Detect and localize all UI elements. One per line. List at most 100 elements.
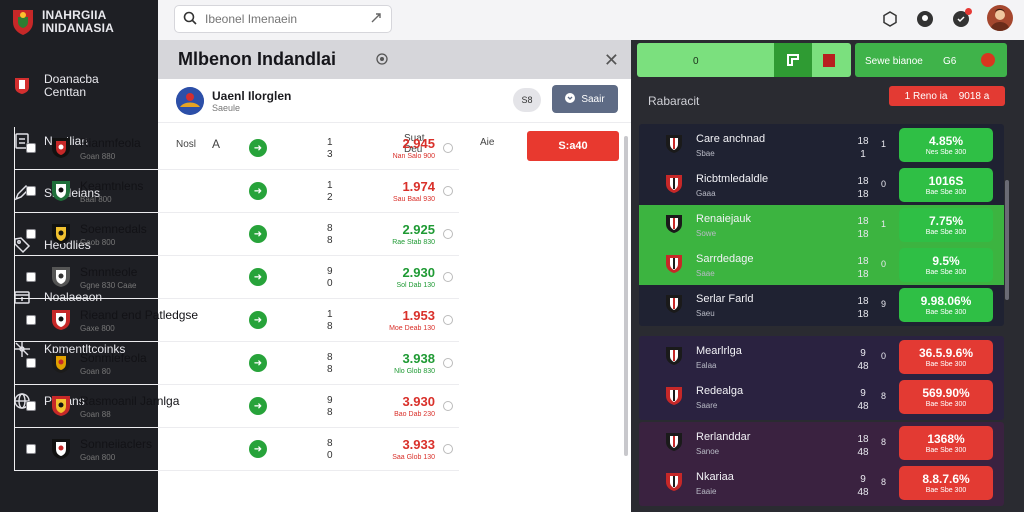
odds-sub: Bao Dab 230: [394, 411, 435, 418]
count-chip[interactable]: S8: [513, 88, 541, 112]
odds-row[interactable]: Redealga Saare 9 48 8 569.90% Bae Sbe 300: [639, 377, 1004, 417]
row-radio[interactable]: [443, 143, 453, 153]
row-radio[interactable]: [443, 186, 453, 196]
col-header-sort[interactable]: A: [212, 137, 221, 151]
odds-button[interactable]: 7.75% Bae Sbe 300: [899, 208, 993, 242]
odds-value[interactable]: 3.933: [402, 437, 435, 452]
clear-search-icon[interactable]: [369, 11, 383, 28]
team-meta: Gaxe 800: [80, 324, 115, 333]
help-icon[interactable]: [914, 8, 936, 30]
odds-button[interactable]: 9.98.06% Bae Sbe 300: [899, 288, 993, 322]
play-icon[interactable]: ➜: [249, 311, 267, 329]
row-checkbox[interactable]: [26, 358, 36, 368]
play-icon[interactable]: ➜: [249, 268, 267, 286]
score-away: 48: [857, 361, 869, 372]
row-radio[interactable]: [443, 358, 453, 368]
search-input[interactable]: [205, 12, 361, 26]
search-box[interactable]: [174, 5, 392, 33]
odds-value: 9.5%: [932, 254, 960, 268]
row-checkbox[interactable]: [26, 444, 36, 454]
stake-label: Sewe bianoe: [865, 56, 923, 67]
play-icon[interactable]: ➜: [249, 139, 267, 157]
count-cell: 0: [881, 351, 887, 361]
play-icon[interactable]: ➜: [249, 397, 267, 415]
row-radio[interactable]: [443, 444, 453, 454]
team-name: Smnnteole: [80, 265, 138, 279]
notifications-icon[interactable]: [950, 8, 972, 30]
action-button[interactable]: Saair: [552, 85, 618, 113]
odds-value[interactable]: 1.953: [402, 308, 435, 323]
score-away: 2: [327, 192, 333, 203]
team-meta: Ggne 830 Caae: [80, 281, 137, 290]
odds-row[interactable]: Ricbtmledaldle Gaaa 18 18 0 1016S Bae Sbe…: [639, 165, 1004, 205]
scrollbar[interactable]: [1005, 180, 1009, 300]
odds-button[interactable]: 1016S Bae Sbe 300: [899, 168, 993, 202]
sidebar-item-noalaeaon[interactable]: Noalaeaon: [12, 279, 152, 315]
row-checkbox[interactable]: [26, 272, 36, 282]
odds-button[interactable]: 9.5% Bae Sbe 300: [899, 248, 993, 282]
row-checkbox[interactable]: [26, 186, 36, 196]
col-header-start[interactable]: Suat Deu: [404, 133, 425, 155]
row-checkbox[interactable]: [26, 143, 36, 153]
odds-row[interactable]: Care anchnad Sbae 18 1 1 4.85% Nes Sbe 30…: [639, 125, 1004, 165]
row-checkbox[interactable]: [26, 315, 36, 325]
settings-icon[interactable]: [879, 8, 901, 30]
odds-value[interactable]: 3.930: [402, 394, 435, 409]
team-crest-icon: [52, 353, 70, 373]
filter-pill[interactable]: 1 Reno ia 9018 a: [889, 86, 1005, 106]
odds-value[interactable]: 2.925: [402, 222, 435, 237]
pin-icon[interactable]: [376, 52, 388, 70]
stake-selector[interactable]: Sewe bianoe G6: [855, 43, 1007, 77]
row-checkbox[interactable]: [26, 229, 36, 239]
odds-button[interactable]: 4.85% Nes Sbe 300: [899, 128, 993, 162]
odds-value[interactable]: 2.945: [402, 136, 435, 151]
odds-row[interactable]: Sarrdedage Saae 18 18 0 9.5% Bae Sbe 300: [639, 245, 1004, 285]
team-meta: Saae: [696, 269, 715, 278]
user-avatar[interactable]: [987, 5, 1013, 31]
score-away: 0: [327, 450, 333, 461]
odds-row[interactable]: Serlar Farld Saeu 18 18 9 9.98.06% Bae Sb…: [639, 285, 1004, 325]
odds-header-button[interactable]: S:a40: [527, 131, 619, 161]
sidebar-item-dashboard[interactable]: Doanacba Centtan: [12, 68, 152, 104]
col-header-name[interactable]: Nosl: [176, 139, 197, 150]
odds-row[interactable]: Nkariaa Eaaie 9 48 8 8.8.7.6% Bae Sbe 300: [639, 463, 1004, 503]
odds-value[interactable]: 2.930: [402, 265, 435, 280]
score-home: 9: [327, 266, 333, 277]
play-icon[interactable]: ➜: [249, 440, 267, 458]
scrollbar[interactable]: [624, 136, 628, 456]
row-radio[interactable]: [443, 401, 453, 411]
play-icon[interactable]: ➜: [249, 354, 267, 372]
app-logo[interactable]: INAHRGIIA INIDANASIA: [10, 6, 150, 38]
odds-button[interactable]: 36.5.9.6% Bae Sbe 300: [899, 340, 993, 374]
odds-button[interactable]: 1368% Bae Sbe 300: [899, 426, 993, 460]
col-header-score[interactable]: Aie: [480, 137, 495, 148]
row-checkbox[interactable]: [26, 401, 36, 411]
odds-value[interactable]: 3.938: [402, 351, 435, 366]
close-icon[interactable]: ✕: [603, 50, 619, 70]
row-radio[interactable]: [443, 272, 453, 282]
user-name: Uaenl Ilorglen: [212, 88, 292, 103]
odds-row[interactable]: Renaiejauk Sowe 18 18 1 7.75% Bae Sbe 300: [639, 205, 1004, 245]
odds-button[interactable]: 569.90% Bae Sbe 300: [899, 380, 993, 414]
odds-button[interactable]: 8.8.7.6% Bae Sbe 300: [899, 466, 993, 500]
play-icon[interactable]: ➜: [249, 182, 267, 200]
odds-row[interactable]: Rerlanddar Sanoe 18 48 8 1368% Bae Sbe 30…: [639, 423, 1004, 463]
row-radio[interactable]: [443, 229, 453, 239]
odds-row[interactable]: Mearlrlga Ealaa 9 48 0 36.5.9.6% Bae Sbe …: [639, 337, 1004, 377]
team-crest-icon: [52, 224, 70, 244]
market-toggle[interactable]: 0: [637, 43, 851, 77]
play-icon[interactable]: ➜: [249, 225, 267, 243]
team-name: Sonmlefeola: [80, 351, 147, 365]
sidebar-item-kpmentltcoinks[interactable]: Kpmentltcoinks: [12, 331, 152, 367]
row-radio[interactable]: [443, 315, 453, 325]
odds-value[interactable]: 1.974: [402, 179, 435, 194]
expand-icon[interactable]: [774, 43, 812, 77]
